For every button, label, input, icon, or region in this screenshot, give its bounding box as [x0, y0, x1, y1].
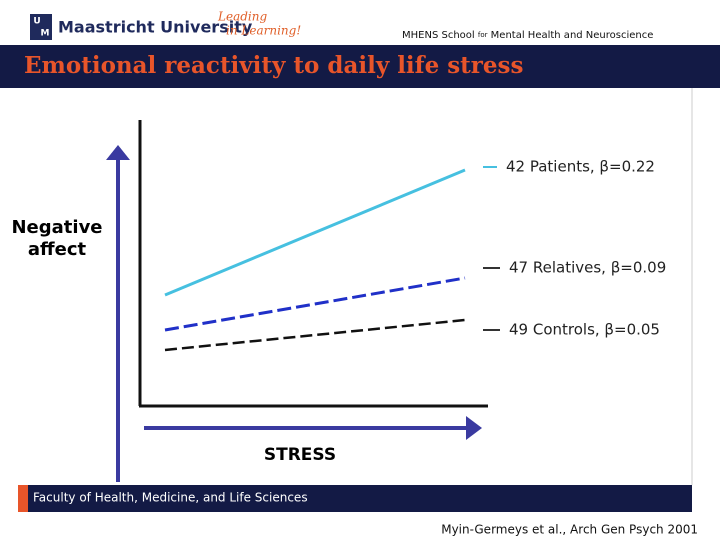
tagline: Leading	[217, 10, 267, 24]
footer-accent	[18, 485, 28, 512]
footer-text: Faculty of Health, Medicine, and Life Sc…	[33, 491, 308, 505]
school-field: Mental Health and Neuroscience	[491, 30, 654, 41]
university-name: Maastricht University	[58, 18, 253, 37]
x-label: STRESS	[264, 445, 336, 465]
school-name: MHENS School	[402, 30, 475, 41]
y-label: Negative	[11, 217, 102, 238]
y-label: affect	[28, 239, 87, 260]
y-arrowhead	[106, 145, 130, 160]
footer-bar	[28, 485, 692, 512]
relatives-line	[164, 276, 466, 332]
citation: Myin-Germeys et al., Arch Gen Psych 2001	[441, 523, 698, 537]
slide-title: Emotional reactivity to daily life stres…	[24, 52, 523, 79]
legend-label: 42 Patients, β=0.22	[506, 158, 655, 176]
school: MHENS School for Mental Health and Neuro…	[402, 30, 653, 41]
title-bar	[0, 45, 720, 88]
logo-letter: M	[41, 29, 50, 39]
logo	[30, 14, 52, 40]
x-arrowhead	[466, 416, 482, 440]
tagline: in Learning!	[226, 24, 301, 38]
logo-letter: U	[33, 17, 40, 27]
legend-label: 47 Relatives, β=0.09	[509, 259, 666, 277]
legend-label: 49 Controls, β=0.05	[509, 321, 660, 339]
patients-line	[164, 168, 466, 297]
controls-line	[164, 318, 466, 352]
school-for: for	[478, 31, 488, 39]
